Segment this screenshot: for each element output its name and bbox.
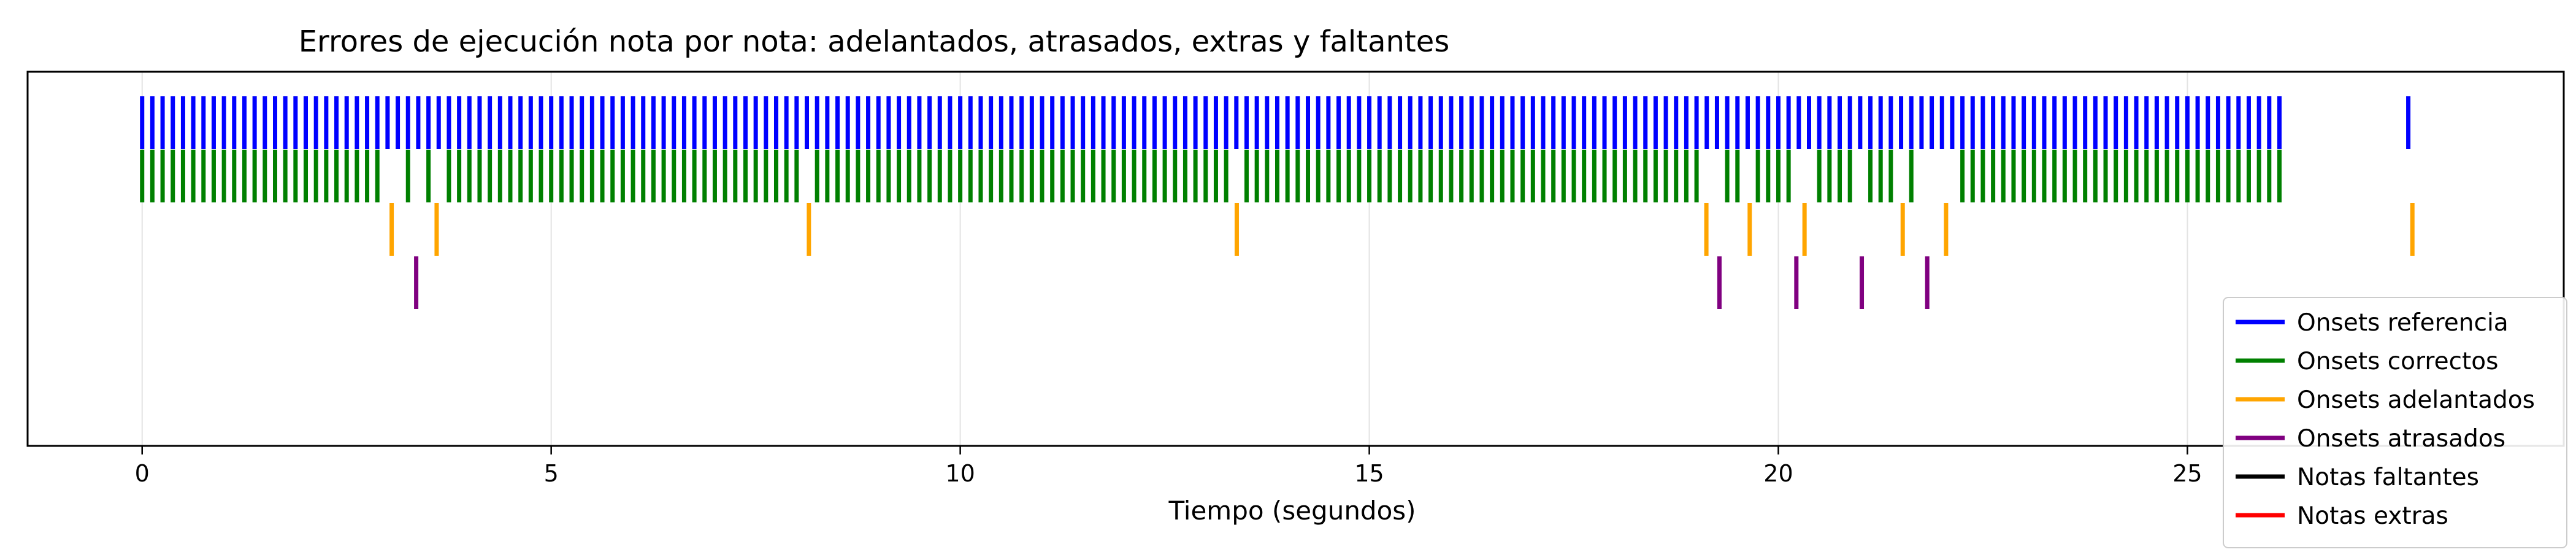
x-tick-label: 10 (945, 460, 975, 487)
legend-entry-label: Onsets correctos (2297, 348, 2498, 375)
x-tick-label: 20 (1763, 460, 1793, 487)
late-onset-marks (414, 256, 1930, 309)
legend-entry-label: Onsets adelantados (2297, 386, 2535, 414)
legend-box (2223, 297, 2567, 548)
x-axis-ticks: 0 5 10 15 20 25 (135, 446, 2202, 487)
x-axis-label: Tiempo (segundos) (1168, 496, 1416, 526)
legend: Onsets referencia Onsets correctos Onsets … (2223, 297, 2567, 548)
legend-entry-label: Onsets referencia (2297, 309, 2509, 337)
onset-marks (140, 96, 2415, 309)
correct-onset-marks (140, 150, 2282, 202)
x-tick-label: 25 (2172, 460, 2202, 487)
x-tick-label: 0 (135, 460, 150, 487)
x-tick-label: 5 (544, 460, 559, 487)
x-tick-label: 15 (1354, 460, 1384, 487)
chart-title: Errores de ejecución nota por nota: adel… (299, 25, 1450, 59)
early-onset-marks (389, 203, 2415, 256)
legend-entry-label: Onsets atrasados (2297, 425, 2505, 453)
reference-onset-marks (140, 96, 2411, 149)
plot-area-frame (26, 71, 2565, 447)
legend-entry-label: Notas extras (2297, 502, 2448, 530)
legend-entry-label: Notas faltantes (2297, 464, 2479, 491)
